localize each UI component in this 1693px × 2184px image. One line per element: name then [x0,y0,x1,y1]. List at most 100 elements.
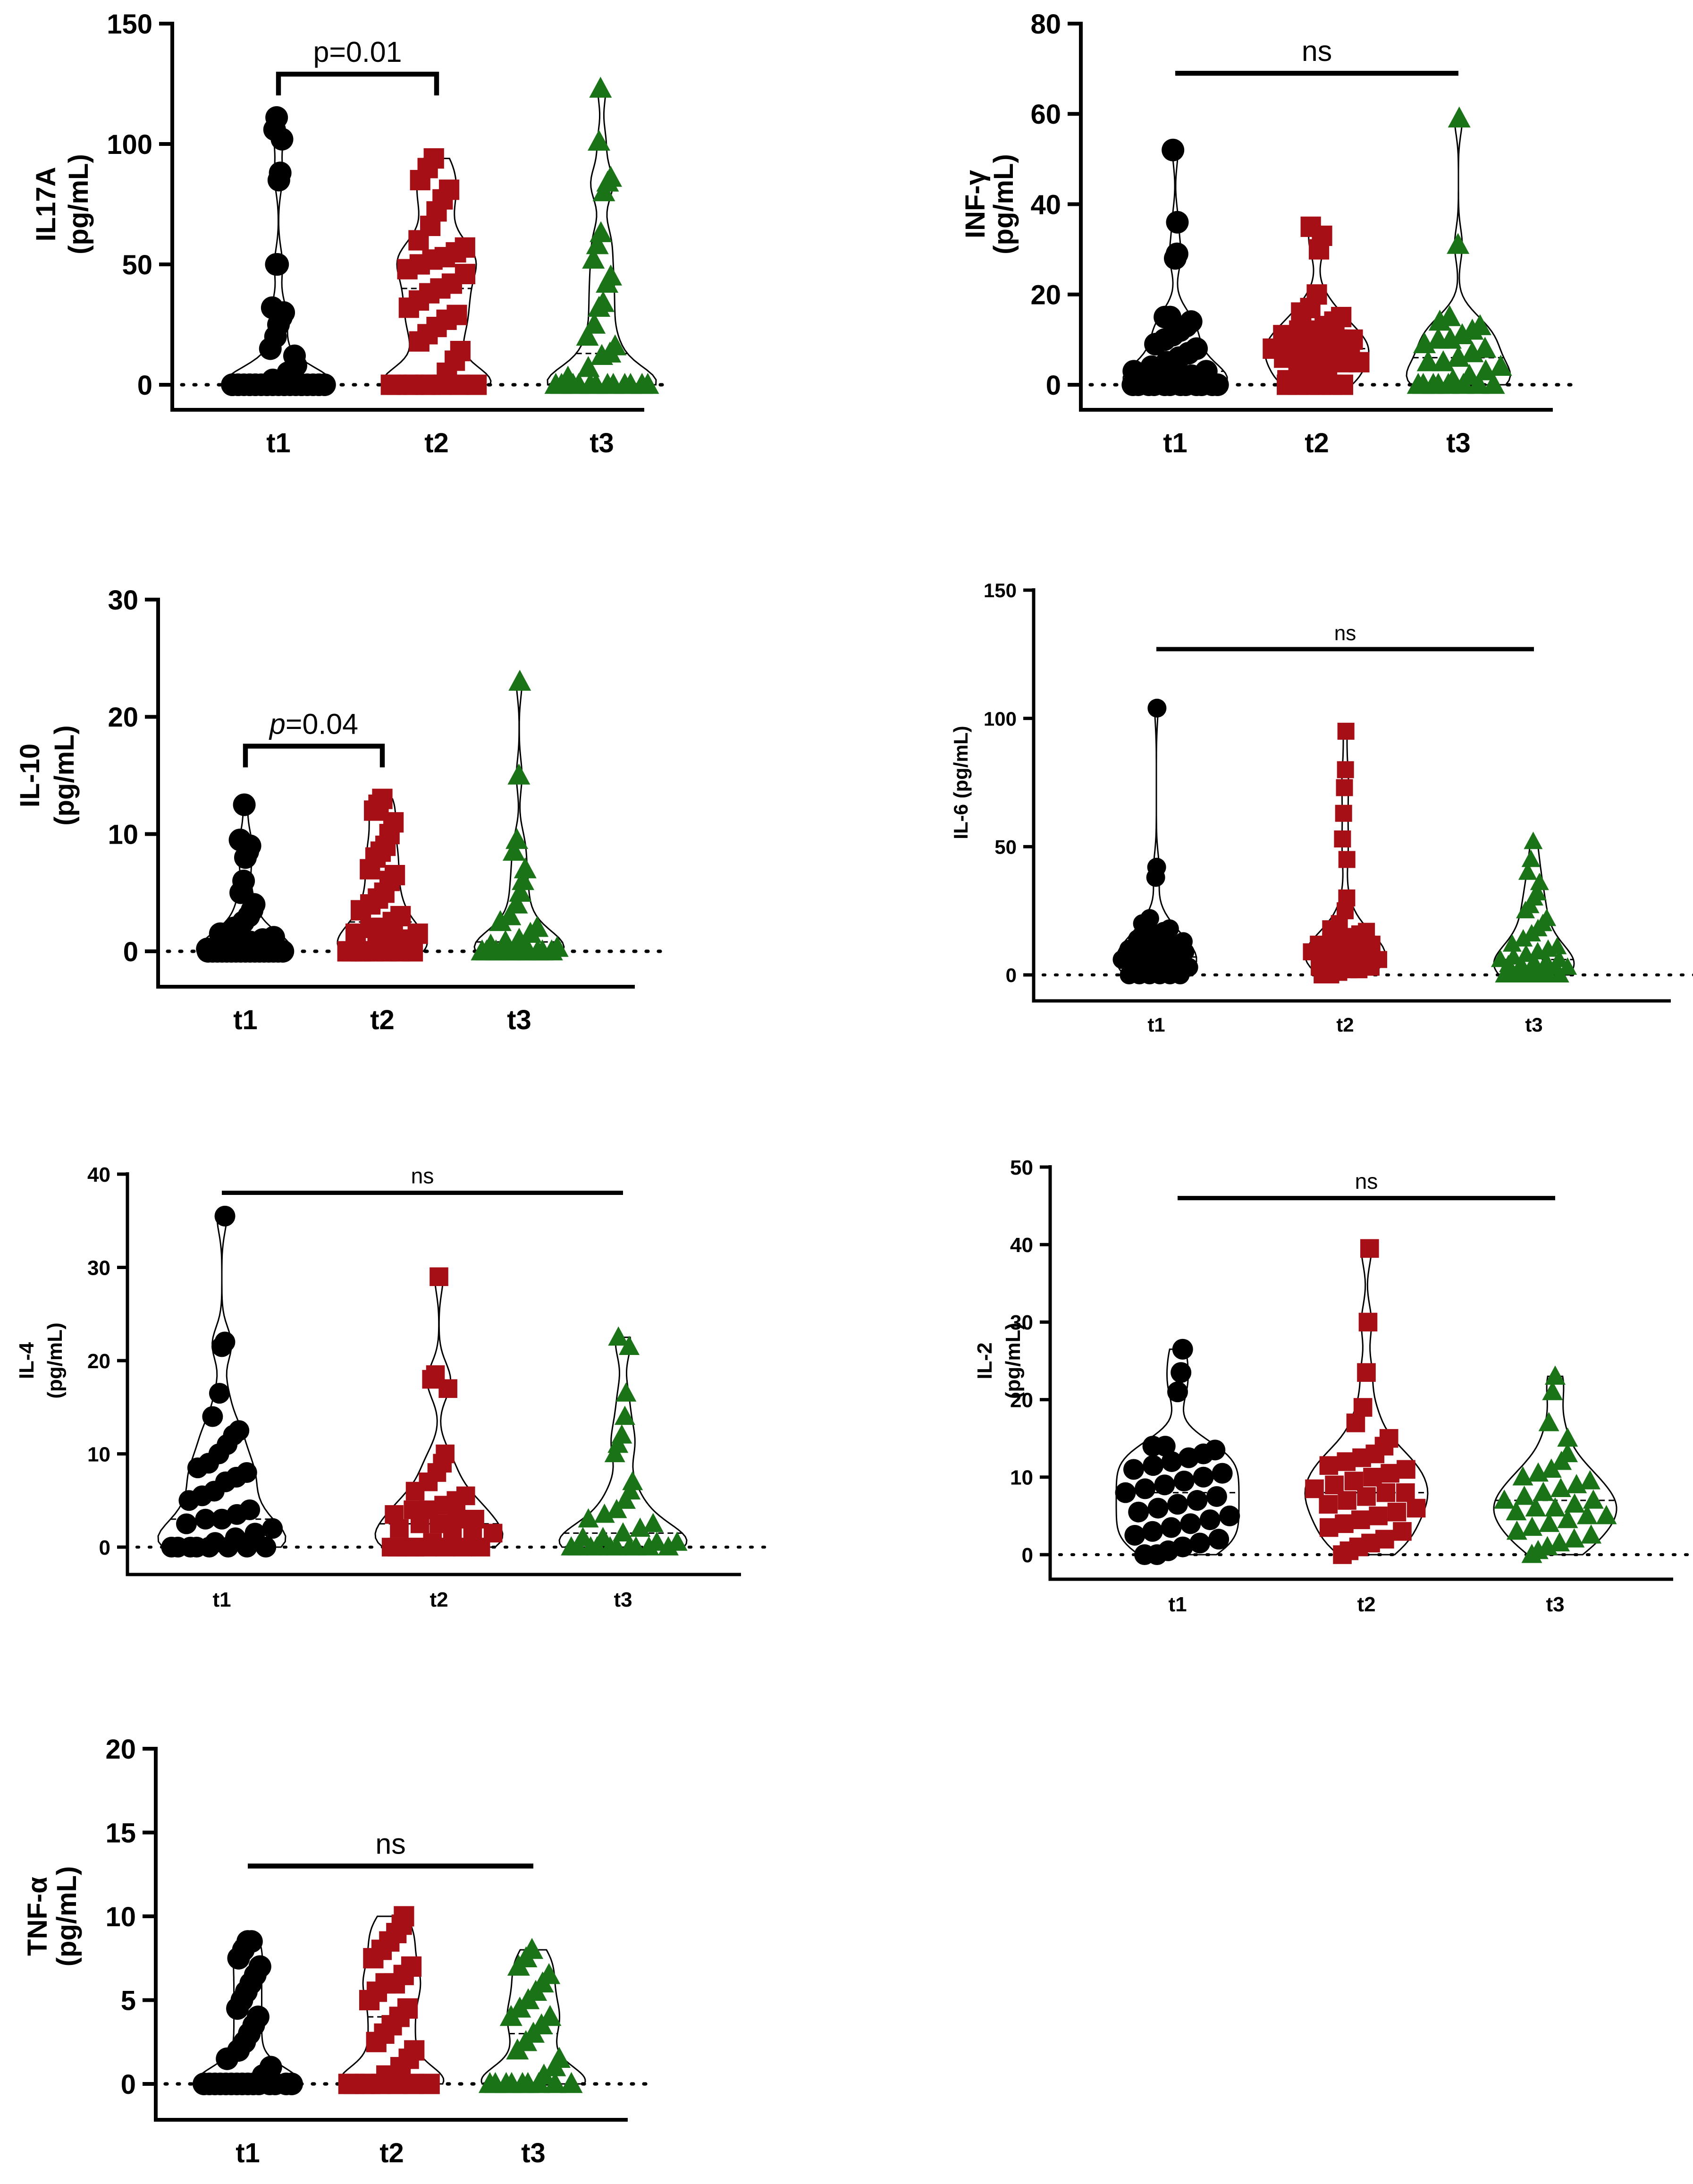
data-point-t1 [1161,1451,1182,1472]
significance-bracket [243,744,385,768]
data-point-t3 [599,264,623,286]
data-point-t3 [1458,364,1481,385]
data-point-t3 [1512,1466,1533,1486]
data-point-t2 [1381,1464,1399,1483]
y-axis-label-line: (pg/mL) [988,154,1019,254]
significance-bracket [276,71,439,96]
data-point-t3 [489,910,512,931]
data-point-t2 [1358,923,1375,940]
data-point-t3 [1579,1470,1600,1490]
x-tick-label: t1 [1147,1014,1165,1036]
x-tick-label: t2 [370,1005,395,1035]
x-tick-label: t3 [1546,1593,1564,1616]
data-point-t1 [1165,242,1188,265]
data-point-t1 [203,2073,227,2095]
data-point-t1 [1166,211,1189,234]
chart-panel-6: 0 10 20 30 40 50 IL-2 (pg/mL) t1 t2 t3 ns [973,1156,1693,1616]
data-point-t3 [1482,372,1505,394]
data-point-t2 [446,305,467,325]
data-point-t3 [576,324,599,346]
y-axis-label: IL-2 (pg/mL) [973,1323,1025,1399]
x-tick-label: t2 [1336,1014,1354,1036]
data-point-t2 [383,812,404,833]
data-point-t1 [1143,1455,1164,1476]
data-point-t1 [1160,919,1179,939]
significance-label: ns [1355,1169,1378,1194]
data-point-t3 [1576,1505,1598,1524]
data-point-t3 [1416,350,1440,372]
data-point-t3 [1514,1485,1535,1505]
data-point-t1 [1206,1486,1227,1507]
data-point-t2 [1351,1510,1370,1529]
data-point-t3 [611,1424,632,1444]
x-tick-label: t3 [614,1588,632,1611]
data-point-t3 [1494,1489,1515,1509]
data-point-t3 [1557,1427,1578,1447]
data-point-t2 [1375,1530,1394,1549]
data-point-t1 [283,344,306,367]
data-point-t2 [1336,779,1353,796]
data-point-t3 [507,763,531,785]
y-axis-label-line: IL-4 [15,1342,38,1379]
y-axis-label-line: INF-γ [960,169,991,238]
data-point-t3 [544,2072,567,2093]
data-point-t3 [547,2047,571,2068]
chart-panel-3: 0 10 20 30 IL-10 (pg/mL) t1 t2 t3 p=0.04 [15,585,665,1035]
data-point-t1 [236,1462,257,1483]
data-point-t1 [1173,932,1193,951]
data-point-t1 [1173,1471,1195,1492]
data-point-t3 [1530,872,1549,890]
data-point-t3 [588,129,611,151]
data-point-t2 [1342,329,1363,350]
data-point-t1 [259,2056,282,2079]
data-point-t1 [1187,1490,1208,1511]
data-point-t2 [436,1444,455,1464]
data-point-t3 [1506,1501,1527,1521]
x-tick-label: t1 [1163,428,1188,458]
data-point-t3 [577,356,600,377]
data-point-t2 [1369,1507,1388,1525]
data-point-t2 [438,179,460,200]
data-point-t1 [220,2073,243,2095]
y-tick-label: 10 [105,1902,136,1932]
data-point-t3 [1522,1516,1543,1536]
data-point-t2 [405,1538,425,1557]
data-point-t3 [502,839,525,861]
data-point-t3 [508,927,531,949]
data-point-t3 [1539,1513,1560,1532]
y-axis-label: IL-10 (pg/mL) [15,725,80,826]
data-point-t1 [1162,138,1185,161]
data-point-t3 [613,1522,633,1541]
data-point-t1 [176,1513,197,1534]
y-tick-label: 40 [87,1163,110,1186]
data-point-t2 [450,341,471,362]
data-point-t1 [1195,360,1218,383]
data-point-t1 [1212,1463,1233,1484]
data-point-t3 [1557,1509,1578,1528]
y-tick-label: 30 [1010,1311,1033,1334]
data-point-t3 [1518,862,1537,880]
data-point-t2 [1393,1522,1412,1541]
data-point-t1 [1193,1466,1214,1488]
data-point-t1 [1172,1536,1193,1558]
data-point-t2 [1337,722,1355,740]
significance-label: ns [1334,622,1356,645]
data-point-t3 [1525,1497,1546,1517]
data-point-t1 [1142,1521,1163,1542]
data-point-t3 [1506,1520,1527,1540]
data-point-t3 [625,1536,647,1556]
data-point-t1 [186,1537,207,1558]
y-tick-label: 50 [994,836,1017,858]
data-point-t3 [1412,372,1435,394]
data-point-t3 [546,936,569,957]
data-point-t3 [1564,1528,1585,1548]
data-point-t1 [167,1537,188,1558]
data-point-t1 [1154,1474,1175,1496]
data-point-t3 [539,2005,562,2026]
data-point-t3 [1448,106,1471,128]
y-axis-label-line: IL-6 (pg/mL) [950,726,972,839]
data-point-t3 [1549,1532,1570,1551]
data-point-t1 [1171,1362,1192,1383]
data-point-t2 [423,1533,442,1552]
